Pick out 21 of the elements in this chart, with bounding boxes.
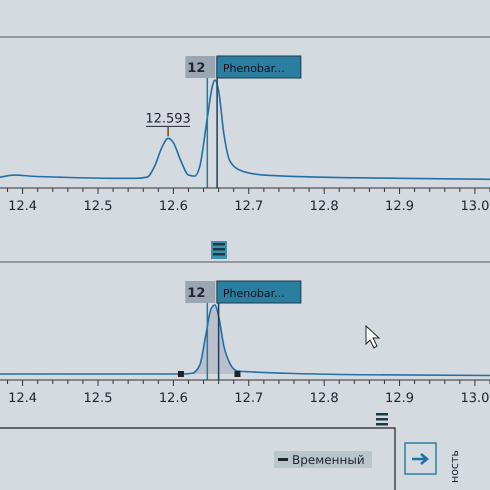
text: ность [448,450,461,483]
x-tick-label: 12.8 [310,199,339,214]
x-tick-label: 12.9 [385,391,414,406]
annotation: 12 [187,61,206,76]
x-tick-label: 12.5 [84,199,112,214]
annotation: Phenobar... [222,287,285,300]
x-tick-label: 12.4 [8,391,38,406]
x-tick-label: 12.8 [310,391,339,406]
x-tick-label: 12.4 [8,199,38,214]
x-tick-label: 13.0 [460,391,490,406]
x-tick-label: 12.6 [158,391,188,406]
annotation: Phenobar... [222,62,285,75]
x-tick-label: 12.7 [234,199,264,214]
x-tick-label: 12.7 [234,391,264,406]
x-tick-label: 12.9 [385,199,414,214]
annotation: 12.593 [145,111,191,126]
x-tick-label: 13.0 [460,199,490,214]
text: Временный [292,453,365,467]
x-tick-label: 12.6 [158,199,188,214]
x-tick-label: 12.5 [84,391,112,406]
annotation: 12 [187,286,206,301]
